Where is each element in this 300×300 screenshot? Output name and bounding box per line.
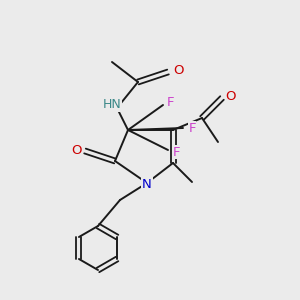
Text: F: F — [173, 146, 181, 158]
Text: F: F — [167, 97, 175, 110]
Text: F: F — [188, 122, 196, 134]
Text: O: O — [71, 145, 81, 158]
Text: O: O — [226, 91, 236, 103]
Text: O: O — [173, 64, 183, 76]
Text: HN: HN — [103, 98, 122, 112]
Text: N: N — [142, 178, 152, 190]
